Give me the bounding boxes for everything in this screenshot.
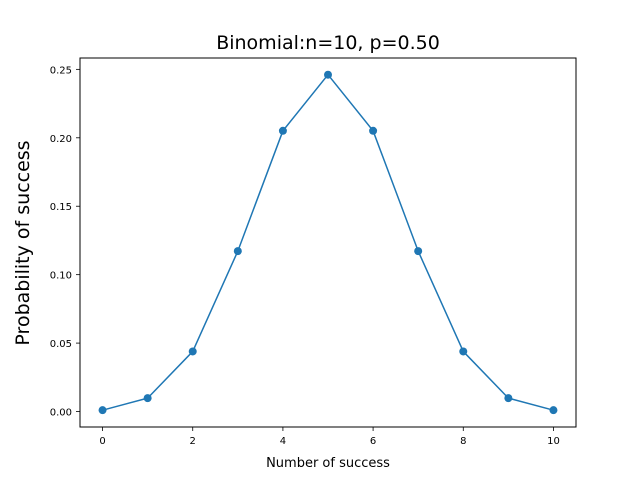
y-axis-label: Probability of success <box>12 140 34 345</box>
data-point <box>98 406 107 415</box>
y-tick-label: 0.20 <box>50 134 72 145</box>
y-tick-label: 0.05 <box>50 339 72 350</box>
x-tick-label: 0 <box>99 436 105 447</box>
data-point <box>369 126 378 135</box>
x-tick-label: 10 <box>547 436 560 447</box>
data-point <box>504 394 513 403</box>
x-axis: 0 2 4 6 8 10 <box>99 427 560 447</box>
x-tick-label: 4 <box>280 436 286 447</box>
data-point <box>459 347 468 356</box>
data-point <box>278 126 287 135</box>
data-point <box>414 247 423 256</box>
x-axis-label: Number of success <box>266 456 390 471</box>
x-tick-label: 2 <box>190 436 196 447</box>
y-axis: 0.00 0.05 0.10 0.15 0.20 0.25 <box>50 65 80 419</box>
data-point <box>549 406 558 415</box>
plot-area <box>98 70 558 415</box>
axes-frame <box>79 57 577 428</box>
y-tick-label: 0.10 <box>50 271 72 282</box>
data-point <box>143 394 152 403</box>
y-tick-label: 0.00 <box>50 408 72 419</box>
y-tick-label: 0.25 <box>50 65 72 76</box>
y-tick-label: 0.15 <box>50 202 72 213</box>
x-tick-label: 6 <box>370 436 376 447</box>
data-point <box>233 247 242 256</box>
x-tick-label: 8 <box>460 436 466 447</box>
data-point <box>324 70 332 79</box>
chart-title: Binomial:n=10, p=0.50 <box>216 32 440 54</box>
data-point <box>188 347 197 356</box>
